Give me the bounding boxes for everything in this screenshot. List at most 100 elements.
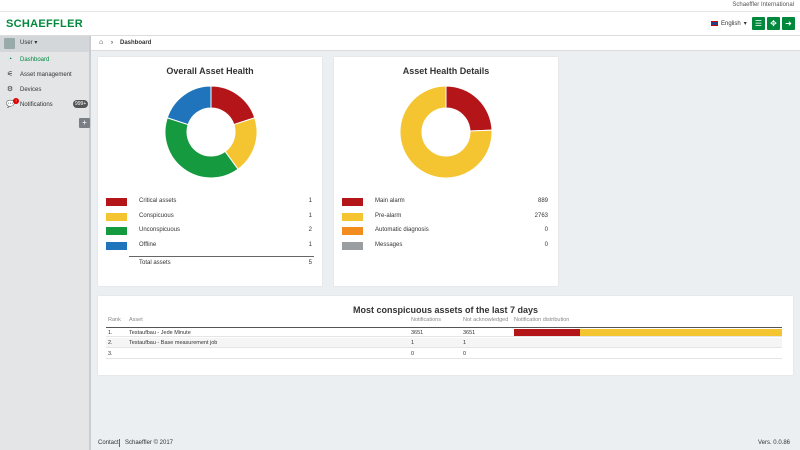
distribution-bar <box>514 329 782 336</box>
legend-row: Main alarm 889 <box>342 197 548 207</box>
alert-badge: ! <box>13 98 19 104</box>
legend-row: Conspicuous 1 <box>106 212 312 222</box>
logout-button[interactable]: ➜ <box>782 17 795 30</box>
legend-swatch <box>106 212 127 221</box>
sidebar-item-asset-management[interactable]: ⚟ Asset management <box>0 68 89 82</box>
donut-slice-offline[interactable] <box>166 85 212 126</box>
table-row[interactable]: 2. Testaufbau - Base measurement job 1 1 <box>106 338 782 348</box>
asset-health-details-card: Asset Health Details Main alarm 889 Pre-al… <box>334 57 558 286</box>
language-selector[interactable]: English ▾ <box>711 20 747 27</box>
legend-row: Critical assets 1 <box>106 197 312 207</box>
contact-link[interactable]: Contact <box>98 440 119 446</box>
legend-label: Automatic diagnosis <box>375 227 429 233</box>
sidebar-item-notifications[interactable]: 💬 ! Notifications 999+ <box>0 98 89 112</box>
footer-divider <box>119 439 120 447</box>
cell-notifications: 3651 <box>411 330 424 336</box>
legend-swatch <box>342 241 363 250</box>
total-value: 5 <box>308 260 312 266</box>
overall-donut-chart <box>164 85 258 179</box>
distribution-pre-alarm <box>579 329 782 336</box>
legend-label: Offline <box>139 241 157 248</box>
card-title: Asset Health Details <box>402 66 490 76</box>
legend-row: Pre-alarm 2763 <box>342 212 548 222</box>
expand-button[interactable]: ✥ <box>767 17 780 30</box>
language-label: English <box>721 20 741 27</box>
chevron-down-icon: ▾ <box>743 21 747 27</box>
legend-swatch <box>106 198 127 206</box>
legend-swatch <box>106 241 127 250</box>
legend-label: Unconspicuous <box>139 227 181 233</box>
legend-swatch <box>342 227 363 235</box>
overall-asset-health-card: Overall Asset Health Critical assets 1 Con… <box>98 57 322 286</box>
sidebar-item-devices[interactable]: ⚙ Devices <box>0 83 89 97</box>
user-name: User ▾ <box>20 40 38 46</box>
details-donut-chart <box>399 85 493 179</box>
cell-asset: Testaufbau - Jede Minute <box>129 330 191 336</box>
plus-icon: + <box>82 118 87 127</box>
version: Vers. 0.0.86 <box>757 440 790 446</box>
devices-icon: ⚙ <box>6 86 14 93</box>
legend-value: 1 <box>308 241 312 248</box>
breadcrumb-current: Dashboard <box>120 40 152 46</box>
donut-slice-critical-assets[interactable] <box>210 85 256 126</box>
total-label: Total assets <box>139 260 171 266</box>
sidebar-item-label: Dashboard <box>20 57 50 63</box>
menu-button[interactable]: ☰ <box>752 17 765 30</box>
top-strip: Schaeffler International <box>0 0 800 12</box>
cell-rank: 2. <box>108 340 113 346</box>
cell-asset: Testaufbau - Base measurement job <box>129 340 218 346</box>
schaeffler-logo: SCHAEFFLER <box>6 18 83 30</box>
sidebar-item-label: Notifications <box>20 102 53 108</box>
header-notification-distribution: Notification distribution <box>514 317 570 323</box>
distribution-main-alarm <box>514 329 580 336</box>
cell-rank: 3. <box>108 351 113 357</box>
cell-not-ack: 0 <box>463 351 467 357</box>
legend-value: 889 <box>537 198 548 204</box>
legend-label: Conspicuous <box>139 212 174 219</box>
legend-label: Main alarm <box>375 198 405 204</box>
legend-value: 2763 <box>534 212 548 219</box>
header-notifications: Notifications <box>411 317 441 323</box>
total-row: Total assets 5 <box>106 259 312 269</box>
cell-notifications: 1 <box>411 340 415 346</box>
collapse-sidebar-button[interactable]: + <box>79 118 90 128</box>
home-icon[interactable]: ⌂ <box>99 39 104 46</box>
legend-value: 0 <box>544 227 548 233</box>
logout-icon: ➜ <box>785 19 792 28</box>
cell-rank: 1. <box>108 330 113 336</box>
menu-icon: ☰ <box>754 19 763 28</box>
legend-swatch <box>106 227 127 235</box>
conspicuous-assets-card: Most conspicuous assets of the last 7 da… <box>98 296 793 375</box>
user-menu[interactable]: User ▾ <box>0 36 89 52</box>
company-name: Schaeffler International <box>732 2 794 8</box>
legend-row: Unconspicuous 2 <box>106 226 312 236</box>
table-row[interactable]: 3. 0 0 <box>106 349 782 359</box>
cell-not-ack: 3651 <box>463 330 476 336</box>
legend-row: Messages 0 <box>342 241 548 251</box>
comment-icon: 💬 <box>6 101 15 108</box>
uk-flag-icon <box>711 21 718 26</box>
total-divider <box>129 256 314 257</box>
expand-icon: ✥ <box>770 19 777 28</box>
table-row[interactable]: 1. Testaufbau - Jede Minute 3651 3651 <box>106 327 782 337</box>
header-rank: Rank <box>108 317 121 323</box>
donut-slice-pre-alarm[interactable] <box>399 85 493 179</box>
donut-slice-unconspicuous[interactable] <box>164 117 239 179</box>
footer: Contact Schaeffler © 2017 Vers. 0.0.86 <box>91 437 800 450</box>
donut-slice-main-alarm[interactable] <box>445 85 493 132</box>
legend-label: Critical assets <box>139 198 177 204</box>
sidebar: User ▾ ◔ Dashboard ⚟ Asset management ⚙ … <box>0 36 91 450</box>
sidebar-item-label: Devices <box>20 87 42 93</box>
header-not-acknowledged: Not acknowledged <box>463 317 509 323</box>
card-title: Most conspicuous assets of the last 7 da… <box>352 305 539 315</box>
sliders-icon: ⚟ <box>6 71 14 78</box>
sidebar-item-dashboard[interactable]: ◔ Dashboard <box>0 53 89 67</box>
legend-label: Pre-alarm <box>375 212 402 219</box>
legend-label: Messages <box>375 241 403 248</box>
legend-swatch <box>342 212 363 221</box>
chevron-right-icon: › <box>111 40 113 46</box>
copyright: Schaeffler © 2017 <box>125 440 174 446</box>
legend-swatch <box>342 198 363 206</box>
cell-notifications: 0 <box>411 351 415 357</box>
legend-row: Automatic diagnosis 0 <box>342 226 548 236</box>
